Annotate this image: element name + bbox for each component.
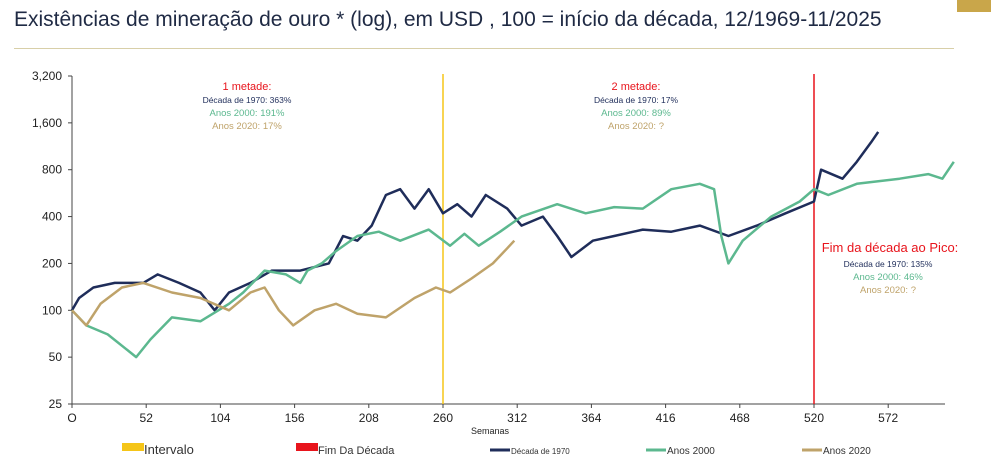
peak-annotation-line: Década de 1970: 135% xyxy=(844,259,933,269)
y-tick-label: 400 xyxy=(42,210,62,224)
second-half-annotation-line: Anos 2020: ? xyxy=(608,121,664,132)
x-tick-label: 104 xyxy=(210,411,230,425)
second-half-annotation-line: Década de 1970: 17% xyxy=(594,95,679,105)
legend-label: Década de 1970 xyxy=(511,447,570,456)
x-tick-label: 364 xyxy=(581,411,601,425)
x-tick-label: O xyxy=(67,411,76,425)
series-line-0 xyxy=(70,131,880,312)
series-line-1 xyxy=(71,161,955,359)
legend-label: Fim Da Década xyxy=(318,445,395,457)
x-tick-label: 52 xyxy=(140,411,154,425)
legend-label: Anos 2000 xyxy=(667,446,715,457)
y-tick-label: 1,600 xyxy=(32,116,62,130)
peak-annotation-line: Anos 2000: 46% xyxy=(853,272,923,283)
peak-annotation-title: Fim da década ao Pico: xyxy=(822,240,959,255)
y-tick-label: 3,200 xyxy=(32,69,62,83)
first-half-annotation-line: Anos 2020: 17% xyxy=(212,121,282,132)
legend-swatch xyxy=(122,443,144,451)
x-tick-label: 468 xyxy=(730,411,750,425)
x-tick-label: 156 xyxy=(285,411,305,425)
series-line-2 xyxy=(71,239,516,327)
second-half-annotation-title: 2 metade: xyxy=(612,81,661,93)
x-tick-label: 416 xyxy=(656,411,676,425)
y-tick-label: 200 xyxy=(42,256,62,270)
second-half-annotation-line: Anos 2000: 89% xyxy=(601,108,671,119)
x-tick-label: 520 xyxy=(804,411,824,425)
first-half-annotation-line: Anos 2000: 191% xyxy=(209,108,285,119)
x-tick-label: 572 xyxy=(878,411,898,425)
corner-tab xyxy=(957,0,991,12)
y-tick-label: 50 xyxy=(49,350,63,364)
first-half-annotation-line: Década de 1970: 363% xyxy=(203,95,292,105)
x-tick-label: 312 xyxy=(507,411,527,425)
legend-label: Intervalo xyxy=(144,442,194,457)
peak-annotation-line: Anos 2020: ? xyxy=(860,285,916,296)
x-tick-label: 260 xyxy=(433,411,453,425)
y-tick-label: 100 xyxy=(42,303,62,317)
y-tick-label: 800 xyxy=(42,163,62,177)
y-tick-label: 25 xyxy=(49,397,63,411)
legend-swatch xyxy=(296,443,318,451)
chart-title: Existências de mineração de ouro * (log)… xyxy=(14,8,882,31)
x-axis-label: Semanas xyxy=(471,426,510,436)
first-half-annotation-title: 1 metade: xyxy=(223,81,272,93)
title-divider xyxy=(14,48,954,49)
legend-label: Anos 2020 xyxy=(823,446,871,457)
x-tick-label: 208 xyxy=(359,411,379,425)
